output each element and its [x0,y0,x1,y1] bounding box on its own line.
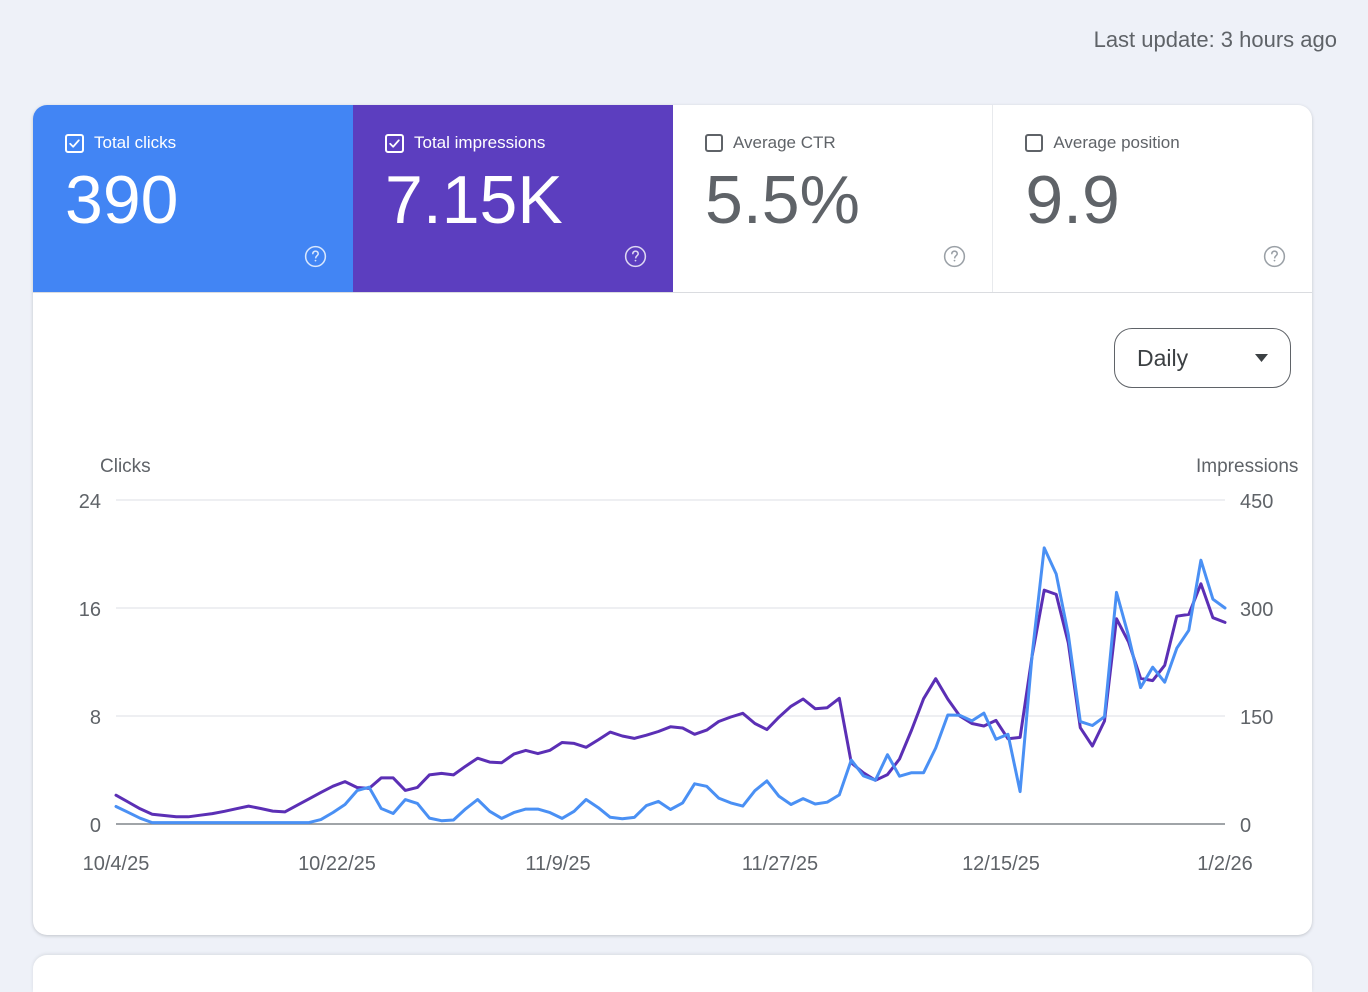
svg-text:0: 0 [1240,815,1251,837]
svg-text:0: 0 [90,815,101,837]
svg-text:16: 16 [79,599,101,621]
svg-text:8: 8 [90,707,101,729]
svg-text:12/15/25: 12/15/25 [962,853,1040,872]
svg-text:Impressions: Impressions [1196,456,1298,477]
svg-text:11/27/25: 11/27/25 [742,853,818,872]
svg-text:150: 150 [1240,707,1273,729]
svg-text:11/9/25: 11/9/25 [525,853,590,872]
svg-text:Clicks: Clicks [100,456,151,477]
svg-text:10/4/25: 10/4/25 [83,853,150,872]
svg-text:1/2/26: 1/2/26 [1197,853,1253,872]
svg-text:300: 300 [1240,599,1273,621]
svg-text:24: 24 [79,491,101,513]
svg-text:450: 450 [1240,491,1273,513]
svg-text:10/22/25: 10/22/25 [298,853,376,872]
